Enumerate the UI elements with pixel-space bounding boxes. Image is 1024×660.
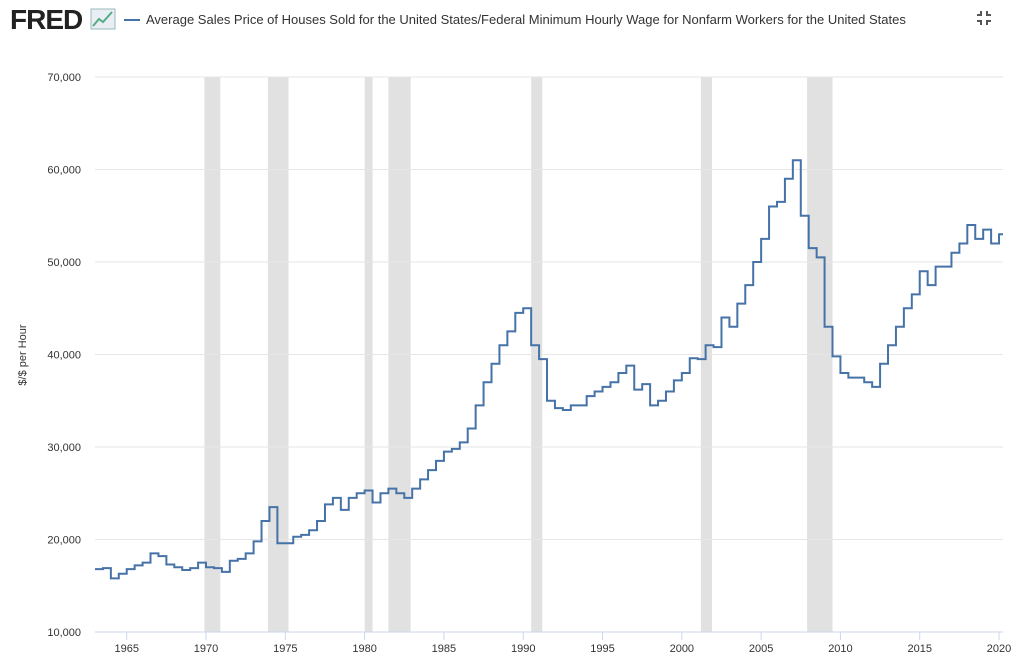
x-tick-label: 1995 [590,643,614,655]
x-tick-label: 1990 [511,643,535,655]
x-tick-label: 1970 [194,643,218,655]
x-tick-label: 2015 [907,643,931,655]
legend: Average Sales Price of Houses Sold for t… [124,10,986,29]
x-tick-label: 1975 [273,643,297,655]
logo: FRED [10,4,83,35]
header: FRED Average Sales Price of Houses Sold … [0,0,1024,50]
y-tick-label: 70,000 [47,72,81,84]
fullscreen-button[interactable] [976,10,992,26]
x-tick-label: 1965 [114,643,138,655]
legend-label: Average Sales Price of Houses Sold for t… [146,12,906,27]
x-tick-label: 2010 [828,643,852,655]
y-tick-label: 10,000 [47,627,81,639]
x-tick-label: 1985 [432,643,456,655]
y-tick-label: 50,000 [47,257,81,269]
x-tick-label: 2020 [987,643,1011,655]
x-tick-label: 1980 [352,643,376,655]
legend-swatch [124,19,140,21]
y-axis-label: $/$ per Hour [17,324,29,385]
series-line [95,159,1003,580]
y-tick-label: 30,000 [47,442,81,454]
x-tick-label: 2005 [749,643,773,655]
y-tick-label: 40,000 [47,350,81,362]
logo-icon [90,8,116,30]
x-tick-label: 2000 [670,643,694,655]
y-tick-label: 20,000 [47,535,81,547]
y-tick-label: 60,000 [47,165,81,177]
